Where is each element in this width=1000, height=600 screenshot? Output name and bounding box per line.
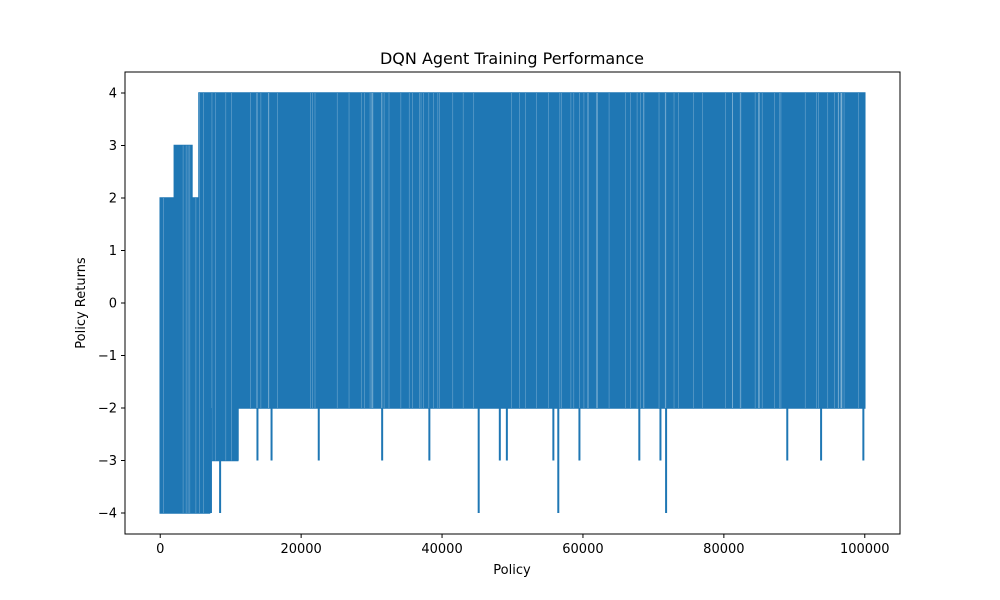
x-tick-label: 80000 <box>703 542 744 557</box>
x-axis-ticks: 0 20000 40000 60000 80000 100000 <box>156 534 890 557</box>
x-tick-label: 20000 <box>280 542 321 557</box>
x-tick-label: 0 <box>156 542 164 557</box>
axes-frame <box>124 71 901 535</box>
y-axis-ticks: −4 −3 −2 −1 0 1 2 3 4 <box>98 87 125 522</box>
series-line <box>159 92 866 514</box>
chart-title: DQN Agent Training Performance <box>380 49 644 68</box>
plot-area <box>159 92 866 514</box>
y-tick-label: −2 <box>98 402 117 417</box>
y-tick-label: −4 <box>98 507 117 522</box>
y-tick-label: 1 <box>109 244 117 259</box>
x-tick-label: 60000 <box>562 542 603 557</box>
y-tick-label: 4 <box>109 87 117 102</box>
y-tick-label: 0 <box>109 297 117 312</box>
y-tick-label: −3 <box>98 454 117 469</box>
y-tick-label: 2 <box>109 192 117 207</box>
y-axis-label: Policy Returns <box>74 257 89 349</box>
y-tick-label: −1 <box>98 349 117 364</box>
x-axis-label: Policy <box>493 563 531 578</box>
y-tick-label: 3 <box>109 139 117 154</box>
x-tick-label: 100000 <box>840 542 890 557</box>
x-tick-label: 40000 <box>421 542 462 557</box>
